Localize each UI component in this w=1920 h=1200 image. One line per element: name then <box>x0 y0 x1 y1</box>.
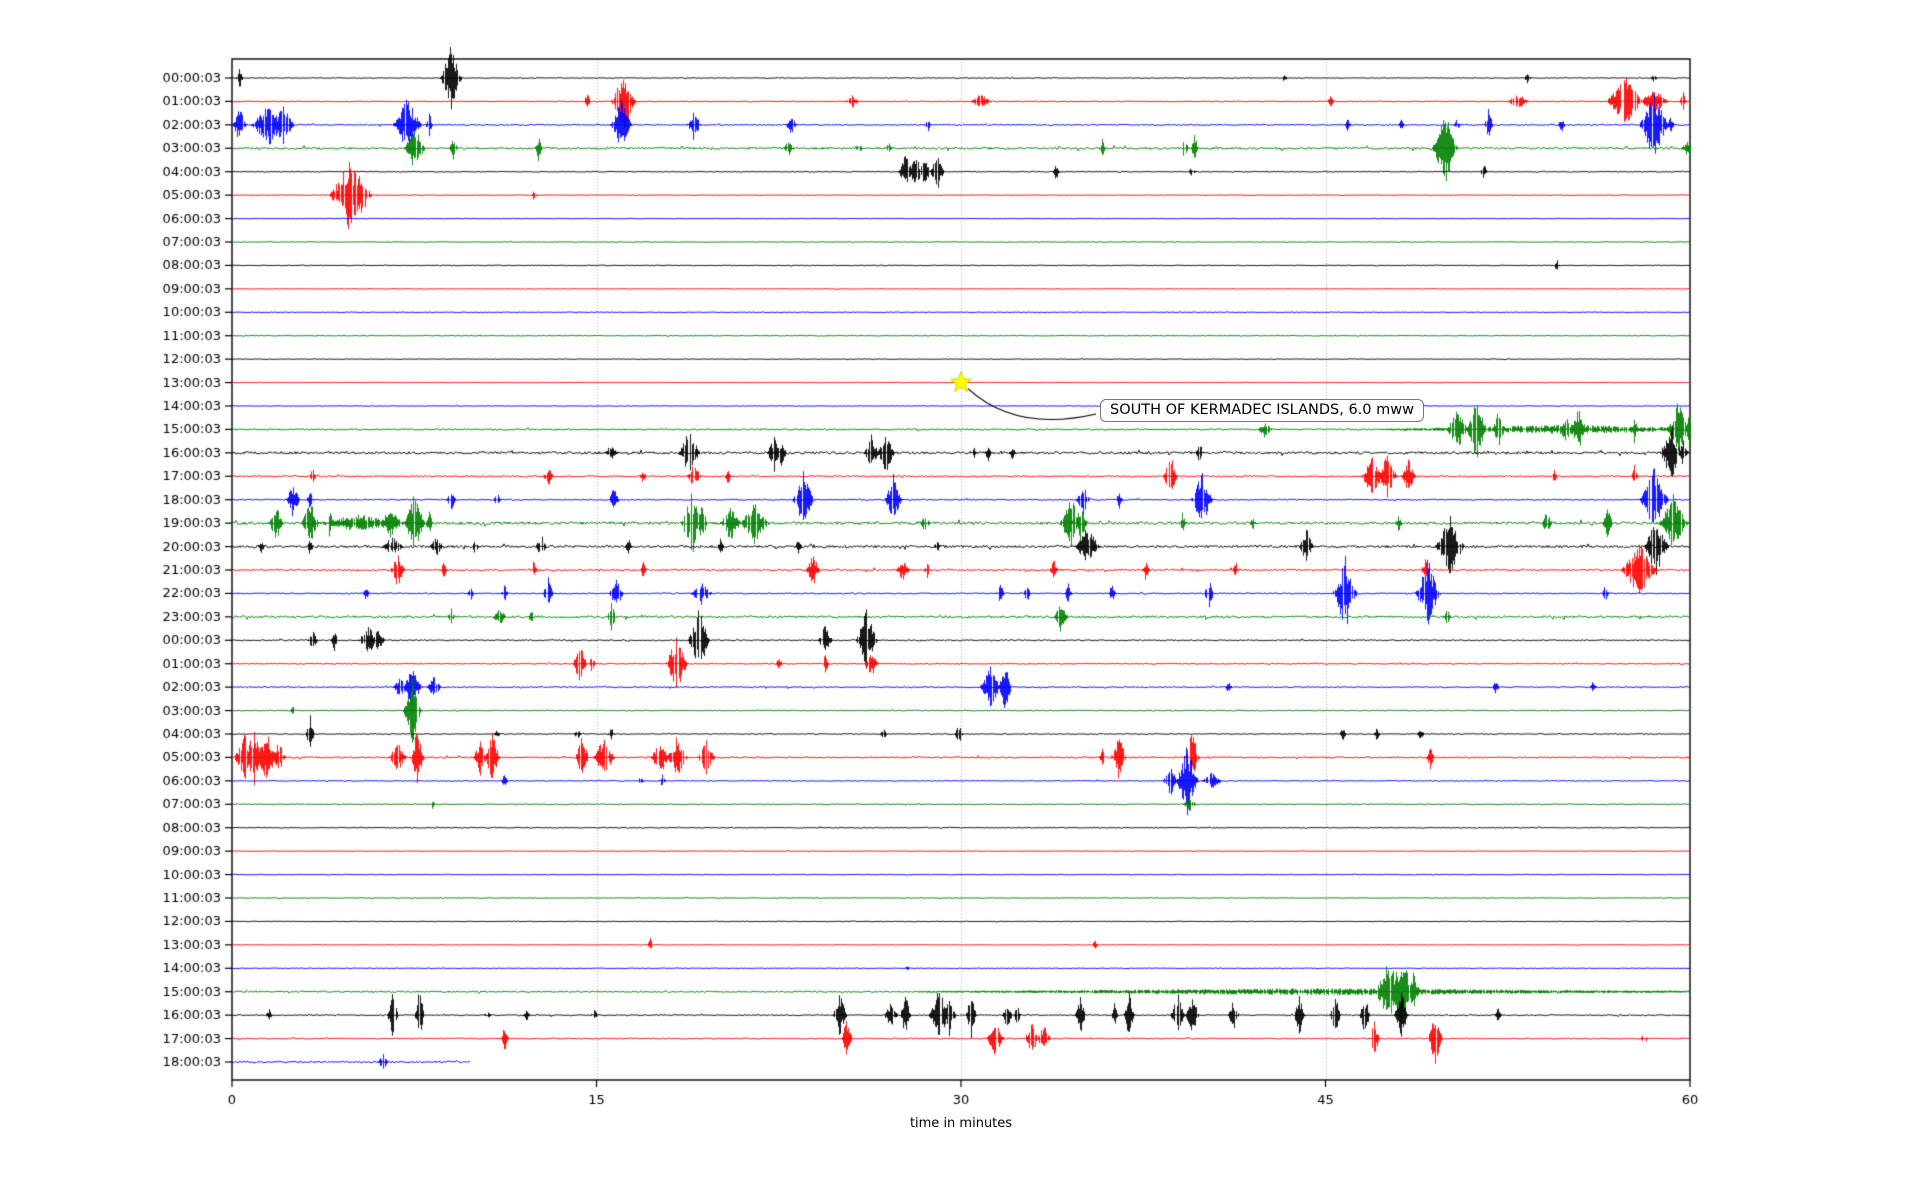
x-axis-label: time in minutes <box>909 1116 1013 1131</box>
event-annotation-box: SOUTH OF KERMADEC ISLANDS, 6.0 mww <box>1100 399 1424 422</box>
